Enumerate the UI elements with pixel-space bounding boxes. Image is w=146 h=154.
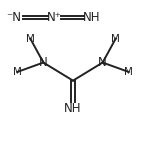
- Text: N: N: [39, 56, 48, 69]
- Text: M: M: [13, 67, 22, 77]
- Text: NH: NH: [64, 102, 82, 115]
- Text: N: N: [98, 56, 107, 69]
- Text: N⁺: N⁺: [47, 11, 62, 24]
- Text: NH: NH: [83, 11, 101, 24]
- Text: M: M: [124, 67, 133, 77]
- Text: ⁻N: ⁻N: [6, 11, 21, 24]
- Text: M: M: [26, 34, 35, 44]
- Text: M: M: [111, 34, 120, 44]
